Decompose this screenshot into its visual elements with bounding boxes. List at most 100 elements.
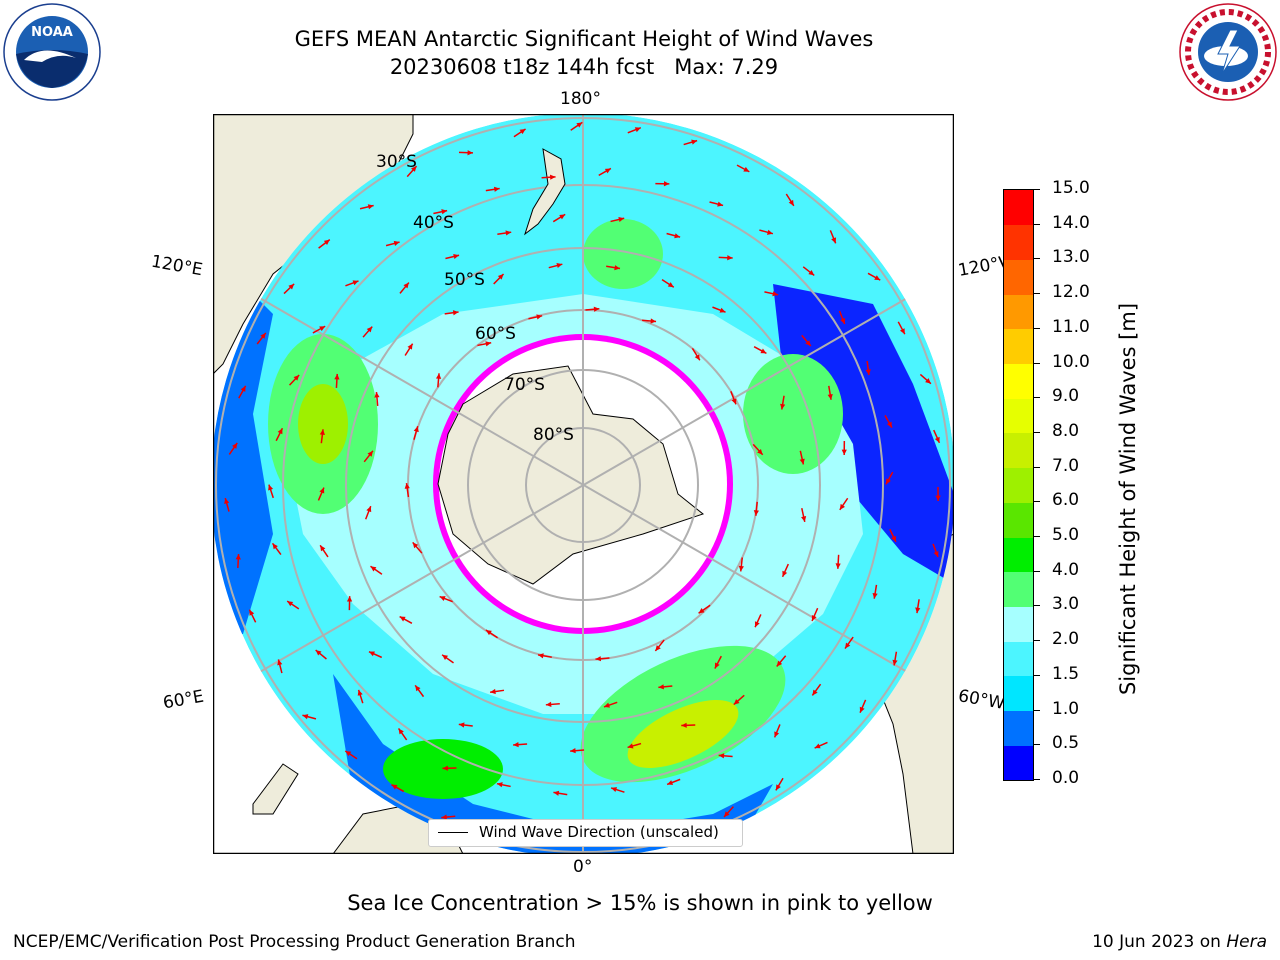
wave-arrow-head [277, 659, 283, 666]
wave-arrow-head [775, 784, 781, 791]
wave-arrow-head [570, 748, 576, 754]
wave-arrow-head [698, 608, 705, 614]
wave-arrow-head [374, 392, 380, 398]
wave-arrow-head [754, 621, 760, 628]
lon-label-60w: 60°W [956, 686, 1007, 714]
machine-name: Hera [1226, 932, 1267, 952]
colorbar-tick [1033, 674, 1040, 676]
colorbar-tick-label: 10.0 [1052, 351, 1090, 372]
wave-arrow-head [319, 429, 325, 435]
wave-arrow-head [658, 684, 664, 690]
wave-arrow-head [345, 750, 352, 757]
wave-arrow-head [808, 270, 815, 276]
colorbar-tick [1033, 640, 1040, 642]
wave-arrow-head [841, 449, 847, 456]
wave-arrow-head [288, 283, 295, 290]
legend-line-icon [438, 832, 468, 833]
wave-arrow-head [915, 607, 921, 614]
colorbar-tick [1033, 466, 1040, 468]
colorbar-tick-label: 14.0 [1052, 212, 1090, 233]
lat-label-60s: 60°S [475, 324, 516, 344]
wave-arrow-head [831, 237, 837, 244]
wave-arrow-head [934, 436, 940, 443]
wave-arrow-head [346, 596, 353, 602]
wave-arrow-head [603, 702, 610, 708]
chart-title: GEFS MEAN Antarctic Significant Height o… [294, 27, 874, 51]
wave-arrow-head [634, 127, 641, 133]
wave-arrow-head [452, 310, 459, 316]
colorbar-segment [1004, 398, 1033, 434]
wave-arrow-head [513, 742, 519, 748]
wave-arrow-head [367, 450, 373, 457]
wave-arrow-head [435, 373, 442, 379]
colorbar-tick [1033, 501, 1040, 503]
wave-arrow-head [442, 765, 448, 771]
wave-arrow-head [272, 543, 278, 550]
graticule [213, 114, 954, 854]
colorbar-segment [1004, 571, 1033, 607]
colorbar-segment [1004, 328, 1033, 365]
wave-arrow-head [650, 318, 657, 324]
wave-arrow-head [496, 782, 503, 788]
wave-arrow-head [595, 656, 602, 662]
colorbar [1003, 189, 1034, 781]
wave-arrow-head [933, 551, 939, 558]
wave-arrow-head [845, 642, 851, 649]
national-weather-service-logo [1178, 2, 1278, 106]
wave-arrow-head [293, 374, 300, 381]
wave-arrow-head [859, 706, 865, 713]
wave-arrow-head [840, 318, 846, 325]
lon-label-180: 180° [560, 89, 601, 109]
wave-arrow-head [553, 790, 560, 796]
wave-arrow-head [439, 596, 446, 601]
map-legend: Wind Wave Direction (unscaled) [428, 819, 743, 847]
colorbar-tick-label: 15.0 [1052, 178, 1090, 198]
colorbar-segment [1004, 606, 1033, 642]
wave-arrow-head [766, 229, 773, 235]
wave-arrow-head [694, 354, 700, 361]
colorbar-segment [1004, 432, 1033, 469]
wave-arrow-head [885, 478, 891, 485]
wave-arrow-head [576, 122, 583, 128]
colorbar-segment [1004, 259, 1033, 295]
sea-ice-note: Sea Ice Concentration > 15% is shown in … [347, 891, 933, 915]
colorbar-tick-label: 12.0 [1052, 282, 1090, 303]
colorbar-tick-label: 6.0 [1052, 490, 1080, 511]
wave-arrow-head [788, 199, 794, 206]
wave-arrow-head [407, 343, 413, 350]
colorbar-tick [1033, 327, 1040, 329]
colorbar-tick-label: 2.0 [1052, 629, 1080, 650]
colorbar-tick [1033, 744, 1040, 746]
wave-arrow-head [738, 565, 744, 572]
wave-arrow-head [865, 369, 871, 375]
wave-arrow-head [399, 616, 406, 622]
colorbar-tick-label: 0.5 [1052, 733, 1080, 754]
wave-arrow-head [899, 328, 905, 335]
colorbar-tick [1033, 431, 1040, 433]
wave-arrow-head [411, 166, 417, 172]
wave-arrow-head [757, 448, 763, 455]
wave-arrow-head [485, 341, 492, 347]
wave-arrow-head [277, 428, 283, 435]
wave-arrow-head [743, 166, 750, 172]
new-zealand-land [524, 148, 566, 236]
wave-arrow-head [774, 731, 780, 738]
wave-arrow-head [718, 753, 725, 759]
colorbar-segment [1004, 641, 1033, 677]
wave-arrow-head [319, 487, 325, 494]
noaa-logo: NOAA [2, 2, 102, 106]
wave-arrow-head [370, 566, 377, 572]
chart-subtitle: 20230608 t18z 144h fcst Max: 7.29 [389, 55, 779, 79]
wave-arrow-head [493, 186, 500, 192]
wave-arrow-head [727, 255, 733, 261]
wave-arrow-head [549, 174, 556, 180]
lat-label-70s: 70°S [504, 375, 545, 395]
map-panel [213, 114, 954, 854]
colorbar-segment [1004, 537, 1033, 573]
colorbar-tick [1033, 536, 1040, 538]
wave-arrow-head [505, 230, 512, 236]
wave-arrow-head [731, 398, 737, 405]
wave-arrow-head [593, 306, 600, 312]
colorbar-tick-label: 9.0 [1052, 386, 1080, 407]
wave-arrow-head [240, 385, 246, 392]
